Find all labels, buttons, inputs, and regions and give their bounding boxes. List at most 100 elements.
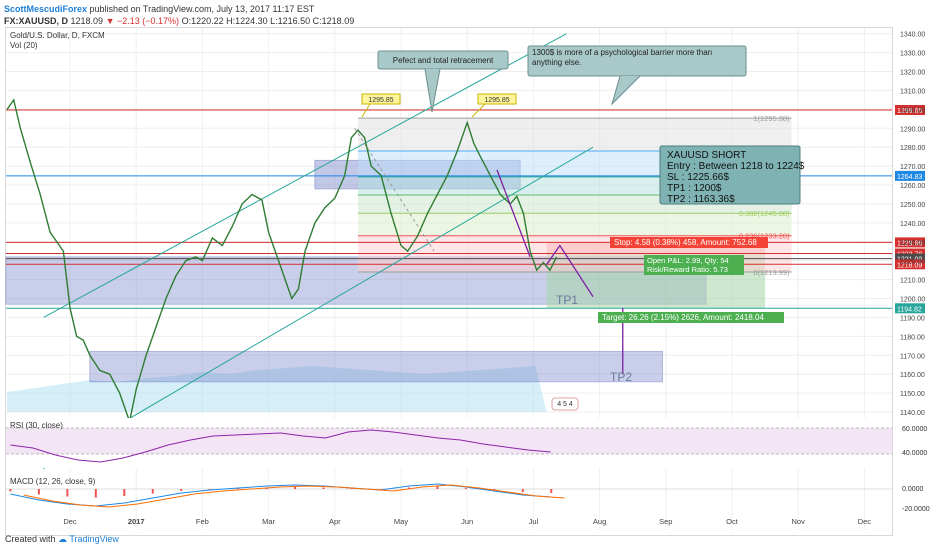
tradingview-logo-icon: ☁ — [58, 534, 68, 544]
ohlc-values: O:1220.22 H:1224.30 L:1216.50 C:1218.09 — [181, 16, 355, 26]
trade-title: XAUUSD SHORT — [667, 150, 746, 161]
rsi-label: RSI (30, close) — [10, 421, 63, 430]
retracement-line — [354, 127, 435, 252]
rsi-band — [6, 428, 892, 454]
channel-upper-line — [43, 33, 567, 318]
volume-label: Vol (20) — [10, 41, 38, 50]
macd-pane — [6, 483, 892, 508]
time-tick-label: Dec — [63, 517, 77, 526]
macd-tick-0: 0.0000 — [902, 486, 924, 493]
time-tick-label: May — [394, 517, 408, 526]
price-tick-label: 1220.00 — [900, 259, 925, 266]
created-with-text: Created with — [5, 534, 56, 544]
price-tick-label: 1190.00 — [900, 315, 925, 322]
stop-label — [610, 237, 768, 248]
event-marker[interactable] — [551, 397, 579, 411]
price-level-tag — [895, 248, 925, 259]
chart-header: ScottMescudiForex published on TradingVi… — [4, 3, 354, 27]
price-level-tag — [895, 303, 925, 314]
note-retracement-pointer — [424, 68, 441, 113]
fib-level-label: 0(1213.99) — [753, 268, 790, 277]
price-level-tag-text: 1229.66 — [897, 240, 922, 247]
volume-fill — [7, 366, 547, 412]
note-retracement — [377, 50, 509, 70]
author-link[interactable]: ScottMescudiForex — [4, 4, 88, 14]
target-label — [598, 312, 784, 323]
target-label-text: Target: 26.26 (2.15%) 2626, Amount: 2418… — [602, 313, 764, 322]
price-tick-label: 1140.00 — [900, 410, 925, 417]
footer: Created with ☁ TradingView — [5, 534, 119, 545]
price-level-tag-text: 1218.09 — [897, 262, 922, 269]
time-tick-label: Jul — [529, 517, 539, 526]
price-level-tag — [895, 259, 925, 270]
time-axis: Dec 2017 Feb Mar Apr May Jun Jul Aug Sep Oct Nov Dec — [63, 517, 871, 526]
note-psychological-box: 1300$ is more of a psychological barrier… — [532, 48, 712, 67]
price-tick-label: 1170.00 — [900, 353, 925, 360]
macd-signal-line — [23, 484, 565, 508]
price-tick-label: 1300.00 — [900, 107, 925, 114]
trade-tp2: TP2 : 1163.36$ — [667, 194, 735, 205]
price-tick-label: 1150.00 — [900, 391, 925, 398]
trade-entry: Entry : Between 1218 to 1224$ — [667, 161, 805, 172]
tp1-zone-label: TP1 — [556, 293, 578, 307]
fib-level-label: 0.382(1245.08) — [739, 209, 790, 218]
time-tick-label: Sep — [659, 517, 672, 526]
price-change: ▼ −2.13 (−0.17%) — [105, 16, 180, 26]
trend-channel — [43, 33, 594, 470]
projection-arrow — [546, 244, 594, 297]
price-tick-label: 1330.00 — [900, 51, 925, 58]
chart-title: Gold/U.S. Dollar, D, FXCM — [10, 31, 105, 40]
price-tick-label: 1320.00 — [900, 70, 925, 77]
macd-tick-neg20: -20.0000 — [902, 506, 930, 513]
peak-label-june — [477, 93, 517, 105]
price-tick-label: 1260.00 — [900, 183, 925, 190]
channel-lower-line — [43, 146, 594, 470]
price-level-tag — [895, 253, 925, 264]
trade-stop-loss: SL : 1225.66$ — [667, 172, 729, 183]
price-tick-label: 1160.00 — [900, 372, 925, 379]
peak-label-april — [361, 93, 401, 105]
time-tick-label: Nov — [792, 517, 806, 526]
rsi-line — [10, 429, 551, 463]
rsi-tick-40: 40.0000 — [902, 450, 927, 457]
price-tick-label: 1180.00 — [900, 334, 925, 341]
time-tick-label: 2017 — [128, 517, 145, 526]
peak-label-june-leader — [471, 103, 486, 118]
note-psychological-pointer — [610, 75, 641, 106]
price-level-tag — [895, 170, 925, 181]
symbol-label: FX:XAUUSD, D — [4, 16, 69, 26]
down-arrow — [496, 169, 531, 258]
tradingview-brand[interactable]: TradingView — [69, 534, 119, 544]
pnl-label-text: Open P&L: 2.99, Qty: 54 — [647, 256, 729, 265]
last-price: 1218.09 — [70, 16, 104, 26]
fib-level-label: 0.236(1233.20) — [739, 232, 790, 241]
price-tick-label: 1280.00 — [900, 145, 925, 152]
price-tick-label: 1310.00 — [900, 88, 925, 95]
peak-label-april-leader — [361, 103, 371, 118]
trade-tp1: TP1 : 1200$ — [667, 183, 722, 194]
publish-info: published on TradingView.com, July 13, 2… — [89, 4, 315, 14]
price-series — [6, 98, 558, 425]
volume-area — [7, 366, 547, 412]
tp2-zone-label: TP2 — [610, 370, 632, 384]
peak-label-june-text: 1295.85 — [484, 97, 509, 104]
time-tick-label: Jun — [461, 517, 473, 526]
time-tick-label: Feb — [196, 517, 209, 526]
peak-label-april-text: 1295.85 — [368, 97, 393, 104]
price-tick-label: 1230.00 — [900, 240, 925, 247]
price-axis: 1140.00 1150.00 1160.00 1170.00 1180.00 1190.… — [900, 32, 925, 417]
price-level-tag — [895, 105, 925, 116]
fib-level-label: 1(1295.38) — [753, 114, 790, 123]
time-tick-label: Apr — [329, 517, 341, 526]
price-level-tag-text: 1299.65 — [897, 108, 922, 115]
event-marker-text: 4 5 4 — [557, 401, 573, 408]
time-tick-label: Aug — [593, 517, 606, 526]
price-tick-label: 1210.00 — [900, 278, 925, 285]
stop-label-text: Stop: 4.58 (0.38%) 458, Amount: 752.68 — [614, 238, 757, 247]
chart-frame — [5, 27, 893, 536]
price-level-tag — [895, 237, 925, 248]
price-tick-label: 1340.00 — [900, 32, 925, 39]
horizontal-levels: 1299.651264.831229.661223.781221.081218.… — [6, 105, 925, 314]
price-tick-label: 1240.00 — [900, 221, 925, 228]
